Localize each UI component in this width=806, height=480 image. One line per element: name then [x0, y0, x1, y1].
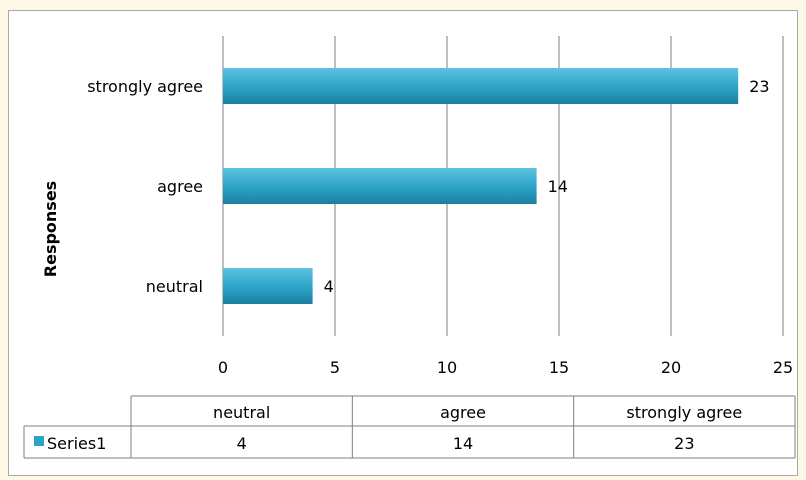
category-label: strongly agree — [87, 77, 203, 96]
data-label: 23 — [749, 77, 769, 96]
chart-frame: 0 5 10 15 20 25 neutral 4 agree 14 strongly agree 2… — [8, 10, 798, 476]
labels: 0 5 10 15 20 25 neutral 4 agree 14 strongly agree 2… — [87, 77, 793, 377]
x-tick-label: 10 — [437, 358, 457, 377]
table-header-cell: strongly agree — [626, 403, 742, 422]
table-value-cell: 4 — [237, 434, 247, 453]
x-tick-label: 5 — [330, 358, 340, 377]
y-axis-title: Responses — [41, 181, 60, 277]
bar-agree — [223, 168, 537, 204]
x-tick-label: 15 — [549, 358, 569, 377]
table-header-cell: neutral — [213, 403, 270, 422]
category-label: neutral — [146, 277, 203, 296]
bars — [223, 68, 739, 304]
table-value-cell: 23 — [674, 434, 694, 453]
bar-strongly-agree — [223, 68, 739, 104]
data-table: neutral 4 agree 14 strongly agree 23 Series1 — [23, 395, 796, 459]
bar-chart: 0 5 10 15 20 25 neutral 4 agree 14 strongly agree 2… — [23, 36, 796, 459]
x-tick-label: 25 — [773, 358, 793, 377]
x-tick-label: 20 — [661, 358, 681, 377]
bar-neutral — [223, 268, 313, 304]
x-tick-label: 0 — [218, 358, 228, 377]
legend-key — [34, 436, 44, 446]
table-header-cell: agree — [440, 403, 486, 422]
category-label: agree — [157, 177, 203, 196]
legend-series-name: Series1 — [47, 434, 106, 453]
data-label: 4 — [324, 277, 334, 296]
table-value-cell: 14 — [453, 434, 473, 453]
data-label: 14 — [548, 177, 568, 196]
